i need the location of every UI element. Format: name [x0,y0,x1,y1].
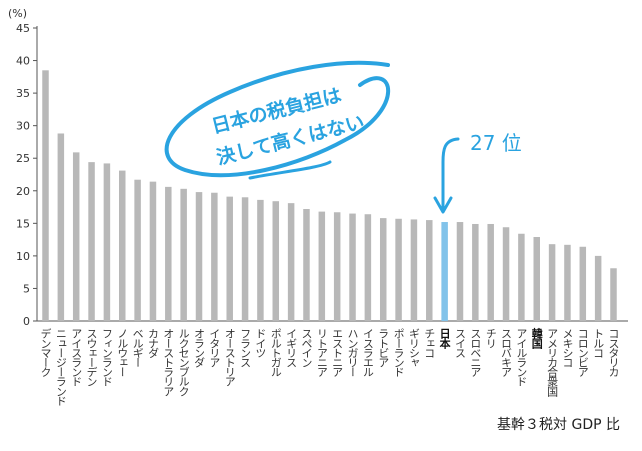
y-tick-label: 10 [16,250,30,263]
bar [42,70,49,321]
y-tick-label: 5 [23,282,30,295]
bar [333,212,341,321]
category-labels: デンマーク ニュージーランド アイスランド スウェーデン フィンランド ノルウェー ベルギー… [39,327,620,405]
bar [88,162,95,321]
bar-highlight [441,222,448,321]
bar [318,211,326,321]
category-label: ニュージーランド [54,328,67,405]
bar [395,218,402,321]
bar [103,163,111,321]
bar [257,199,264,321]
bar [349,213,356,321]
category-label: リトアニア [315,328,328,377]
category-label: スウェーデン [85,328,98,386]
bubble-outline [164,60,391,178]
category-label: チリ [484,328,497,347]
bar [502,227,510,321]
category-label: ハンガリー [346,328,359,376]
category-label: スロバキア [500,328,513,377]
bar [180,188,187,321]
footer-caption: 基幹３税対 GDP 比 [497,416,620,433]
bar [72,152,80,321]
category-label: 韓国 [530,327,543,350]
bar [272,201,280,321]
category-label: イギリス [285,328,298,367]
category-label: ベルギー [131,328,144,366]
bar [487,223,494,321]
bubble-tail [248,160,332,180]
bar [303,209,310,321]
category-label: 日本 [438,328,451,350]
category-label: コロンビア [576,328,589,377]
y-tick-label: 0 [23,315,30,328]
category-label: ポルトガル [269,328,282,376]
bar [472,223,479,321]
y-axis-ticks: 0 5 10 15 20 25 30 35 40 45 [16,22,37,328]
y-axis-unit-label: (%) [8,7,27,20]
category-label: オランダ [193,328,206,368]
y-tick-label: 35 [16,87,30,100]
bar [287,203,295,321]
category-label: スロベニア [469,328,482,377]
category-label: ルクセンブルク [177,328,190,396]
category-label: ドイツ [254,328,267,357]
category-label: スイス [453,328,466,358]
bar [518,233,525,321]
bar [579,246,587,321]
y-tick-label: 40 [16,55,30,68]
bar [211,192,218,321]
bar [610,268,617,321]
bar [379,218,387,321]
bar [149,181,157,321]
bar [195,192,203,321]
bar [119,170,126,321]
bar [165,186,172,321]
category-label: アイルランド [515,328,528,386]
bar [226,196,233,321]
category-label: スペイン [300,328,313,366]
category-label: イタリア [208,328,221,367]
y-tick-label: 20 [16,185,30,198]
bar [548,244,556,321]
bar [410,219,418,321]
category-label: メキシコ [561,328,574,366]
rank-annotation: 27 位 [470,131,522,155]
annotation-bubble: 日本の税負担は 決して高くはない [164,60,391,180]
category-label: エストニア [331,328,344,377]
rank-arrow [441,137,460,210]
category-label: ギリシャ [407,328,420,367]
category-label: コスタリカ [607,328,620,377]
bar [364,214,372,321]
category-label: ラトビア [377,328,390,367]
category-label: デンマーク [39,327,52,377]
category-label: チェコ [423,328,436,357]
bar [594,255,602,321]
category-label: フィンランド [100,328,113,386]
category-label: カナダ [146,328,159,358]
y-tick-label: 45 [16,22,30,35]
category-label: オーストリア [223,328,236,387]
y-tick-label: 15 [16,217,30,230]
bar [564,244,571,321]
category-label: ポーランド [392,328,405,376]
bar [456,222,464,321]
category-label: フランス [239,328,252,367]
bars [42,70,617,321]
bar [57,133,65,321]
bar [241,197,249,321]
rank-arrow-head [433,196,453,214]
category-label: アメリカ合衆国 [546,328,559,397]
y-tick-label: 25 [16,152,30,165]
bar [426,220,433,321]
category-label: トルコ [592,328,605,357]
bar [533,237,540,321]
y-tick-label: 30 [16,120,30,133]
category-label: アイスランド [70,328,83,386]
category-label: オーストラリア [162,328,175,397]
category-label: ノルウェー [116,328,129,376]
category-label: イスラエル [361,328,374,376]
bar [134,179,141,321]
